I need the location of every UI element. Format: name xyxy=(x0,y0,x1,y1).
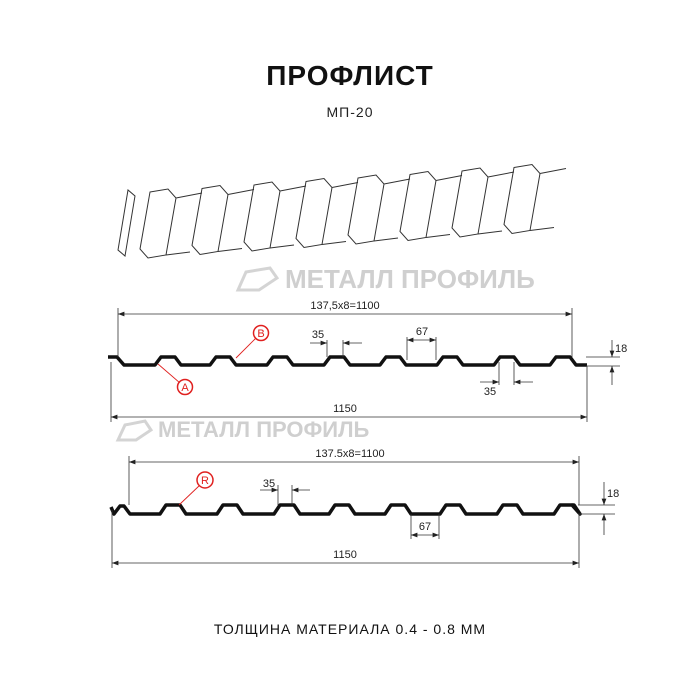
profile-2: 137.5x8=1100 1150 35 67 18 R xyxy=(109,448,619,568)
p2-width-dimension: 1150 xyxy=(333,549,357,561)
marker-a-label: A xyxy=(181,382,189,394)
material-thickness-note: ТОЛЩИНА МАТЕРИАЛА 0.4 - 0.8 ММ xyxy=(213,621,487,637)
p2-pitch-dimension: 137.5x8=1100 xyxy=(315,448,384,460)
p1-height-dimension: 18 xyxy=(615,343,627,355)
p1-width-dimension: 1150 xyxy=(333,403,357,415)
watermark-text: МЕТАЛЛ ПРОФИЛЬ xyxy=(285,264,535,294)
p2-height-dimension: 18 xyxy=(607,488,619,500)
watermark-2: МЕТАЛЛ ПРОФИЛЬ xyxy=(115,417,370,442)
marker-b-label: B xyxy=(257,328,264,340)
p1-top-width-dimension: 35 xyxy=(312,329,324,341)
watermark-logo-icon xyxy=(115,419,154,442)
marker-r xyxy=(196,471,214,489)
p2-top-width-dimension: 35 xyxy=(263,478,275,490)
watermark-1: МЕТАЛЛ ПРОФИЛЬ xyxy=(235,264,535,294)
p1-bottom-width-dimension: 67 xyxy=(416,326,428,338)
p1-pitch-dimension: 137,5x8=1100 xyxy=(310,300,379,312)
marker-b xyxy=(252,324,270,342)
sheet-isometric-view xyxy=(117,163,567,259)
marker-a xyxy=(176,378,194,396)
watermark-logo-icon xyxy=(235,266,280,292)
p1-shelf-dimension: 35 xyxy=(484,386,496,398)
page-subtitle: МП-20 xyxy=(326,104,374,120)
watermark-text: МЕТАЛЛ ПРОФИЛЬ xyxy=(158,417,370,442)
marker-r-label: R xyxy=(201,475,209,487)
p2-bottom-width-dimension: 67 xyxy=(419,521,431,533)
page-title: ПРОФЛИСТ xyxy=(266,60,434,91)
profile-1: 137,5x8=1100 1150 35 67 35 18 A B xyxy=(108,300,627,422)
